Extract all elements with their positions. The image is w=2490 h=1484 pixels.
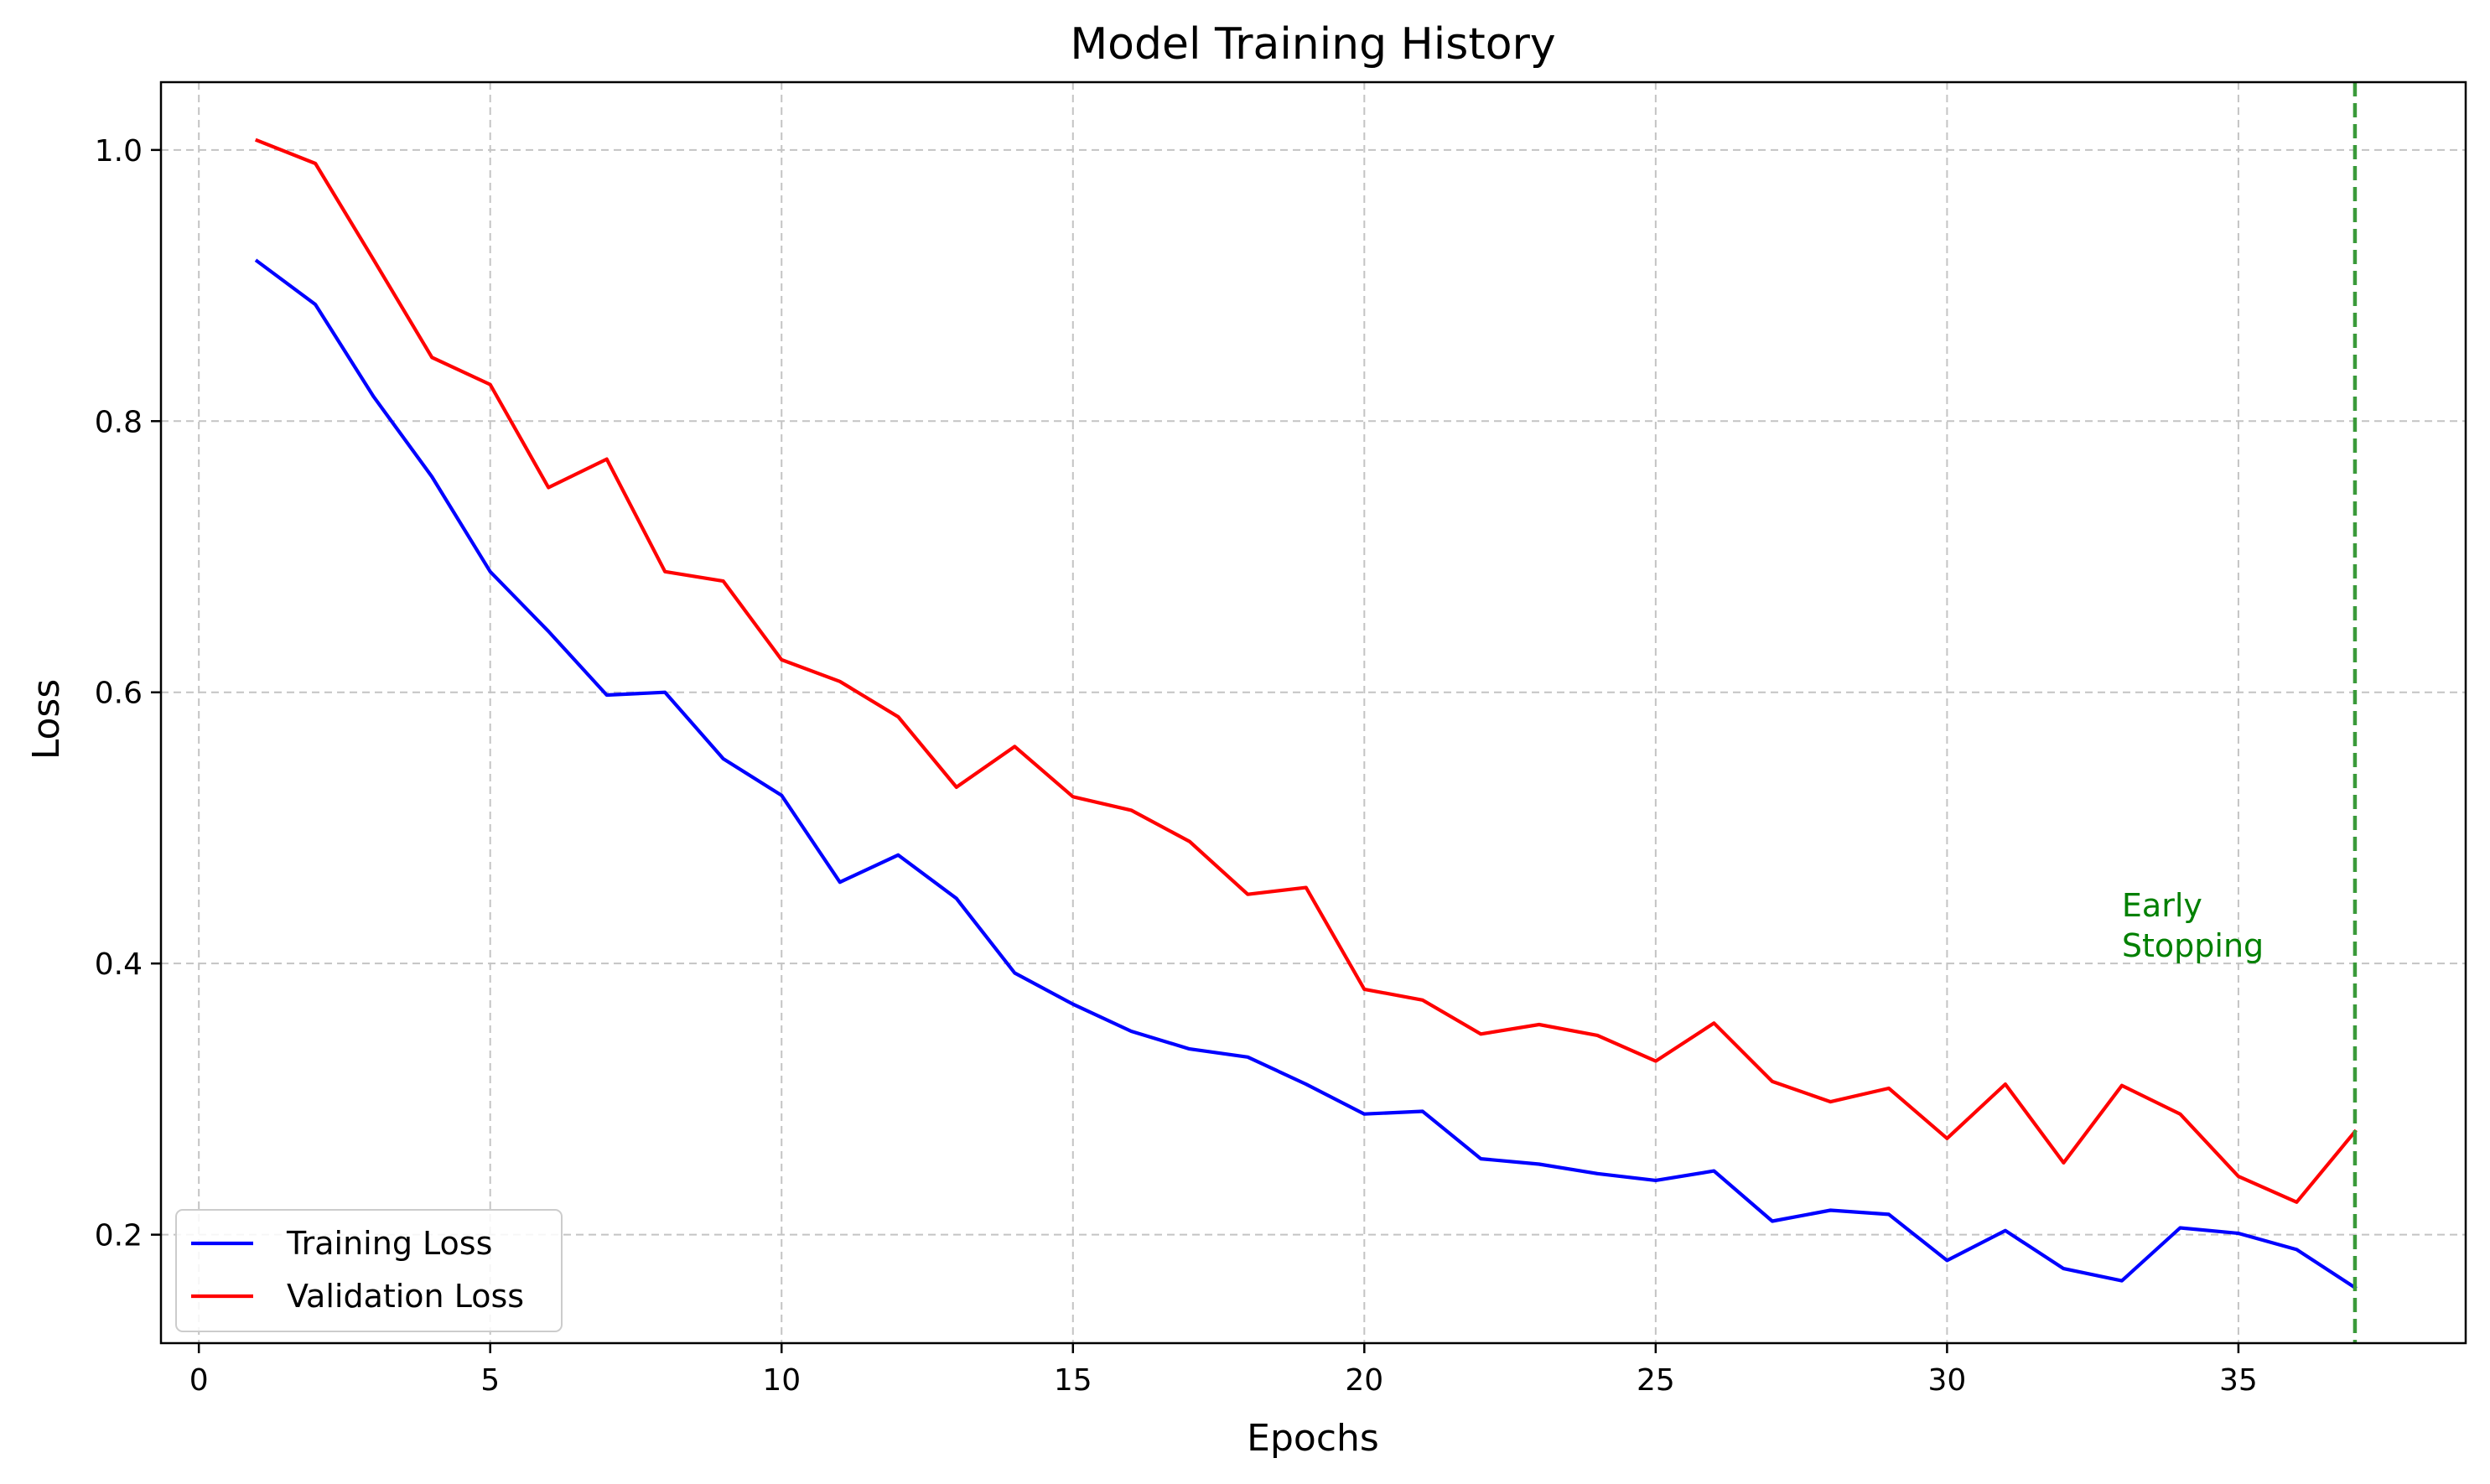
plot-frame (159, 80, 2467, 1345)
early-stopping-annotation: Early (2122, 887, 2202, 924)
x-tick-label: 10 (762, 1363, 801, 1398)
legend-label: Validation Loss (287, 1278, 524, 1315)
y-tick-label: 0.8 (95, 405, 143, 439)
series-line-validation-loss (254, 138, 2358, 1204)
series-line-training-loss (254, 258, 2358, 1290)
legend-box (175, 1209, 563, 1332)
y-tick-label: 0.2 (95, 1219, 143, 1253)
legend: Training Loss Validation Loss (175, 1209, 563, 1332)
x-tick-label: 30 (1927, 1363, 1966, 1398)
x-tick-label: 35 (2219, 1363, 2258, 1398)
x-axis-label: Epochs (1247, 1417, 1379, 1460)
y-tick-label: 1.0 (95, 134, 143, 169)
early-stopping-annotation: Stopping (2122, 927, 2264, 964)
x-tick-label: 5 (480, 1363, 500, 1398)
legend-label: Training Loss (286, 1225, 492, 1262)
x-tick-label: 25 (1637, 1363, 1675, 1398)
chart-title: Model Training History (1070, 19, 1555, 70)
y-tick-label: 0.4 (95, 947, 143, 982)
x-tick-label: 0 (189, 1363, 209, 1398)
y-axis-label: Loss (25, 679, 68, 760)
x-tick-label: 20 (1345, 1363, 1383, 1398)
ticks: 0 5 10 15 20 25 30 35 0.2 0.4 0.6 0.8 1.0 (95, 134, 2258, 1398)
x-tick-label: 15 (1054, 1363, 1092, 1398)
series-layer (254, 138, 2358, 1290)
y-tick-label: 0.6 (95, 677, 143, 711)
